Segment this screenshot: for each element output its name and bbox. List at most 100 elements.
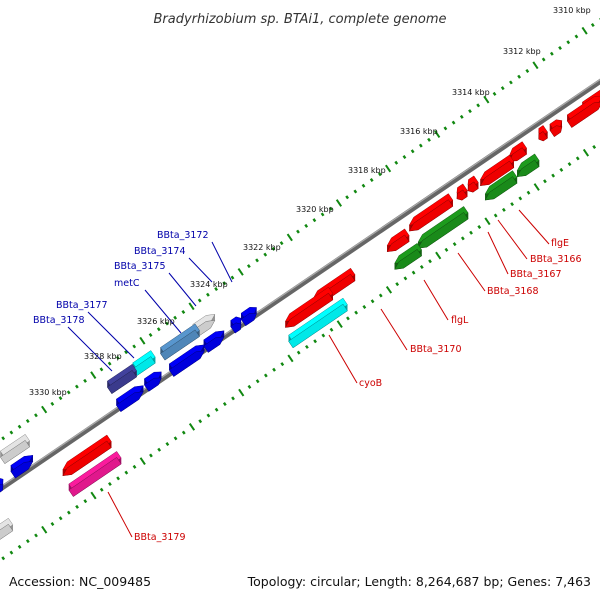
scale-label: 3312 kbp <box>503 47 541 56</box>
scale-major-tick <box>139 457 146 466</box>
gene-metc[interactable] <box>168 344 205 377</box>
gene-label[interactable]: BBta_3166 <box>530 254 582 265</box>
scale-minor-tick <box>165 321 169 326</box>
leader-line <box>423 279 449 321</box>
gene-front-face <box>288 303 348 349</box>
leader-lines <box>67 209 550 538</box>
scale-major-tick <box>287 354 294 363</box>
gene-top-face <box>0 478 4 487</box>
gene-bbta-3168[interactable] <box>408 193 454 232</box>
gene-label[interactable]: flgL <box>451 315 469 326</box>
scale-minor-tick <box>173 436 178 441</box>
scale-minor-tick <box>214 287 219 292</box>
scale-major-tick <box>90 371 97 380</box>
gene-left-gray[interactable] <box>0 434 31 465</box>
scale-minor-tick <box>369 178 374 182</box>
gene-cyob[interactable] <box>288 297 348 349</box>
scale-minor-tick <box>517 74 522 79</box>
gene-label[interactable]: BBta_3168 <box>487 286 539 297</box>
gene-left-edge-blue[interactable] <box>0 478 4 494</box>
gene-green-3[interactable] <box>417 206 469 249</box>
gene-bbta-3170[interactable] <box>284 286 334 328</box>
scale-minor-tick <box>510 202 514 207</box>
gene-flgl[interactable] <box>386 228 410 253</box>
gene-label[interactable]: BBta_3172 <box>157 230 209 241</box>
scale-minor-tick <box>58 516 63 521</box>
gene-bbta-3178b[interactable] <box>115 385 144 413</box>
gene-red-2[interactable] <box>549 119 563 138</box>
scale-minor-tick <box>25 419 30 424</box>
leader-line <box>497 219 528 260</box>
scale-major-tick <box>41 525 48 534</box>
gene-front-face <box>0 439 31 465</box>
gene-bbta-3178[interactable] <box>106 364 138 395</box>
scale-minor-tick <box>320 212 325 217</box>
gene-bbta-3176[interactable] <box>143 371 162 392</box>
scale-minor-tick <box>468 109 472 114</box>
scale-minor-tick <box>354 310 359 315</box>
scale-minor-tick <box>132 464 137 469</box>
gene-front-face <box>516 159 540 178</box>
gene-label[interactable]: BBta_3177 <box>56 300 108 311</box>
scale-minor-tick <box>419 264 424 269</box>
gene-flge[interactable] <box>509 141 528 162</box>
scale-minor-tick <box>115 355 120 360</box>
gene-left-blue[interactable] <box>10 455 34 479</box>
scale-minor-tick <box>492 91 497 96</box>
gene-label[interactable]: cyoB <box>359 378 382 389</box>
scale-minor-tick <box>362 304 367 309</box>
leader-line <box>487 231 509 275</box>
scale-minor-tick <box>549 51 554 56</box>
scale-label: 3326 kbp <box>137 317 175 326</box>
gene-bbta-3167[interactable] <box>467 175 479 193</box>
scale-minor-tick <box>321 333 326 338</box>
gene-red-3[interactable] <box>538 125 548 142</box>
gene-red-1[interactable] <box>566 95 600 128</box>
gene-bbta-3175[interactable] <box>160 323 200 361</box>
gene-label[interactable]: BBta_3170 <box>410 344 462 355</box>
scale-minor-tick <box>443 126 448 131</box>
scale-minor-tick <box>410 149 415 154</box>
gene-bbta-3167b[interactable] <box>456 183 468 201</box>
gene-left-bottom-gray[interactable] <box>0 517 14 540</box>
scale-major-tick <box>581 26 588 35</box>
gene-bbta-3172[interactable] <box>240 307 257 327</box>
scale-minor-tick <box>518 196 523 201</box>
gene-bbta-3179[interactable] <box>68 451 122 497</box>
scale-minor-tick <box>469 230 473 235</box>
scale-minor-tick <box>558 46 562 51</box>
gene-front-face <box>456 189 468 201</box>
gene-label[interactable]: metC <box>114 278 140 289</box>
gene-labels-bottom: flgE BBta_3166 BBta_3167 BBta_3168 flgL … <box>134 238 582 543</box>
scale-minor-tick <box>17 544 22 549</box>
gene-label[interactable]: BBta_3179 <box>134 532 186 543</box>
gene-bbta-3173[interactable] <box>230 316 242 334</box>
scale-major-tick <box>483 95 490 104</box>
scale-minor-tick <box>590 23 595 28</box>
gene-label[interactable]: BBta_3174 <box>134 246 186 257</box>
scale-minor-tick <box>395 282 400 287</box>
scale-major-tick <box>532 61 539 70</box>
gene-bbta-3166[interactable] <box>479 154 515 187</box>
gene-label[interactable]: BBta_3178 <box>33 315 85 326</box>
gene-front-face <box>160 329 200 361</box>
gene-front-face <box>168 350 205 377</box>
gene-label[interactable]: BBta_3175 <box>114 261 166 272</box>
gene-green-1[interactable] <box>516 153 540 178</box>
genome-backbone-highlight <box>0 78 600 489</box>
gene-front-face <box>484 176 518 201</box>
gene-front-face <box>0 523 14 540</box>
gene-bbta-3179-red[interactable] <box>62 434 112 477</box>
scale-minor-tick <box>149 453 153 458</box>
scale-minor-tick <box>279 241 284 246</box>
gene-bbta-3174[interactable] <box>203 330 225 353</box>
gene-label[interactable]: flgE <box>551 238 569 249</box>
scale-minor-tick <box>75 504 79 509</box>
gene-green-4[interactable] <box>394 243 423 270</box>
scale-minor-tick <box>345 195 350 200</box>
gene-label[interactable]: BBta_3167 <box>510 269 562 280</box>
scale-minor-tick <box>75 384 79 389</box>
gene-green-2[interactable] <box>484 170 518 201</box>
scale-major-tick <box>484 217 491 226</box>
scale-major-tick <box>286 233 293 242</box>
